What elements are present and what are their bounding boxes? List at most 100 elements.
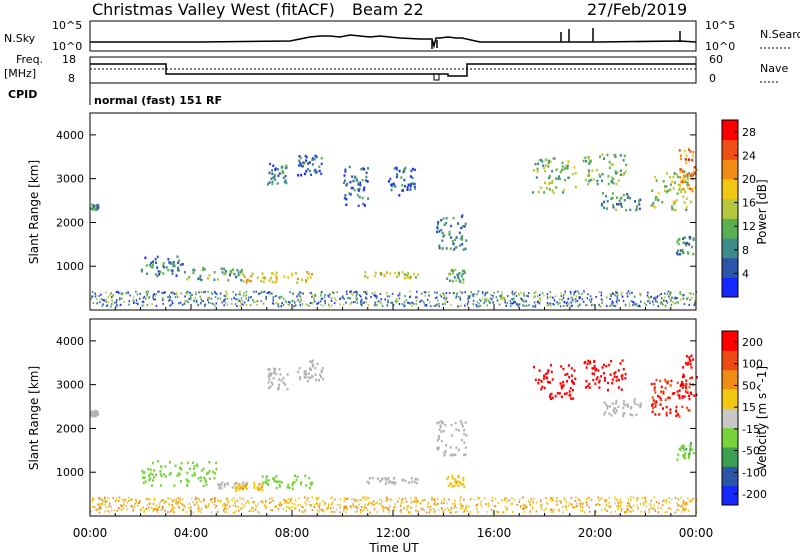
velocity-cell <box>551 396 554 400</box>
power-cell <box>271 180 274 184</box>
power-clutter-cell <box>271 292 273 295</box>
power-cell <box>359 183 362 187</box>
velocity-cell <box>279 373 282 376</box>
power-clutter-cell <box>289 291 291 294</box>
velocity-clutter-cell <box>420 507 423 510</box>
power-clutter-cell <box>116 299 118 302</box>
velocity-clutter-cell <box>297 504 299 507</box>
velocity-clutter-cell <box>463 509 466 512</box>
power-clutter-cell <box>398 297 401 300</box>
velocity-clutter-cell <box>415 497 417 500</box>
power-clutter-cell <box>566 304 569 307</box>
velocity-cell <box>681 444 684 448</box>
power-clutter-cell <box>102 299 104 302</box>
velocity-cell <box>287 483 290 486</box>
velocity-clutter-cell <box>595 511 597 513</box>
velocity-clutter-cell <box>226 507 229 510</box>
power-clutter-cell <box>488 301 491 304</box>
velocity-cell <box>178 473 181 476</box>
power-clutter-cell <box>370 295 372 298</box>
power-cell <box>685 162 688 165</box>
colorbar-swatch <box>722 466 738 487</box>
velocity-clutter-cell <box>579 505 582 508</box>
freq-tick-top: 18 <box>62 53 76 66</box>
velocity-cell <box>537 382 540 385</box>
velocity-clutter-cell <box>485 503 487 505</box>
power-cell <box>178 259 181 262</box>
power-clutter-cell <box>497 290 499 293</box>
power-cell <box>242 280 245 283</box>
velocity-clutter-cell <box>190 506 192 509</box>
velocity-clutter-cell <box>313 506 316 509</box>
velocity-cell <box>151 461 154 465</box>
velocity-cell <box>280 481 283 484</box>
velocity-clutter-cell <box>460 496 462 499</box>
power-clutter-cell <box>632 300 634 303</box>
velocity-clutter-cell <box>168 504 171 507</box>
velocity-clutter-cell <box>170 509 173 512</box>
power-clutter-cell <box>386 304 389 307</box>
power-clutter-cell <box>299 300 301 303</box>
freq-tick-bottom: 8 <box>68 72 75 85</box>
power-clutter-cell <box>452 292 455 295</box>
velocity-clutter-cell <box>535 501 538 504</box>
velocity-clutter-cell <box>486 510 489 513</box>
power-cell <box>691 174 694 177</box>
velocity-clutter-cell <box>126 501 128 504</box>
power-cell <box>394 271 397 275</box>
velocity-cell <box>634 402 637 406</box>
velocity-xlabel: Time UT <box>368 541 419 554</box>
power-cell <box>689 237 692 240</box>
power-cell <box>681 251 684 254</box>
power-cell <box>438 230 441 233</box>
power-cell <box>463 225 466 228</box>
power-clutter-cell <box>355 295 358 297</box>
power-clutter-cell <box>436 299 439 302</box>
velocity-clutter-cell <box>251 506 253 509</box>
power-cell <box>397 273 400 277</box>
velocity-clutter-cell <box>301 510 303 513</box>
power-clutter-cell <box>204 303 207 306</box>
power-cell <box>671 205 673 208</box>
colorbar-tick-label: 15 <box>742 401 756 414</box>
power-cell <box>606 200 609 203</box>
velocity-clutter-cell <box>650 499 652 502</box>
power-cell <box>677 242 680 246</box>
power-cell <box>353 188 356 192</box>
velocity-cell <box>546 376 549 380</box>
power-clutter-cell <box>687 296 689 299</box>
power-clutter-cell <box>219 297 222 300</box>
power-clutter-cell <box>676 297 678 299</box>
power-clutter-cell <box>348 297 351 300</box>
power-clutter-cell <box>146 294 148 297</box>
velocity-cell <box>447 484 450 488</box>
power-clutter-cell <box>565 304 568 307</box>
velocity-clutter-cell <box>411 501 413 503</box>
power-clutter-cell <box>609 304 611 307</box>
velocity-clutter-cell <box>97 502 100 505</box>
power-clutter-cell <box>595 295 597 298</box>
velocity-cell <box>654 413 657 416</box>
power-clutter-cell <box>614 294 616 297</box>
power-clutter-cell <box>420 292 423 295</box>
power-cell <box>281 171 284 174</box>
power-cell <box>639 198 642 201</box>
power-cell <box>541 160 544 163</box>
velocity-cell <box>633 398 636 401</box>
power-clutter-cell <box>128 300 131 303</box>
power-clutter-cell <box>679 292 681 295</box>
velocity-clutter-cell <box>644 499 647 502</box>
power-cell <box>409 188 412 191</box>
velocity-clutter-cell <box>150 506 153 509</box>
power-clutter-cell <box>349 290 351 293</box>
power-clutter-cell <box>416 290 418 293</box>
velocity-cell <box>215 467 218 471</box>
velocity-cell <box>391 481 393 484</box>
power-clutter-cell <box>467 297 469 300</box>
power-cell <box>461 272 464 276</box>
power-clutter-cell <box>468 296 471 299</box>
power-cell <box>311 163 314 166</box>
velocity-cell <box>389 480 392 483</box>
power-clutter-cell <box>574 300 577 303</box>
